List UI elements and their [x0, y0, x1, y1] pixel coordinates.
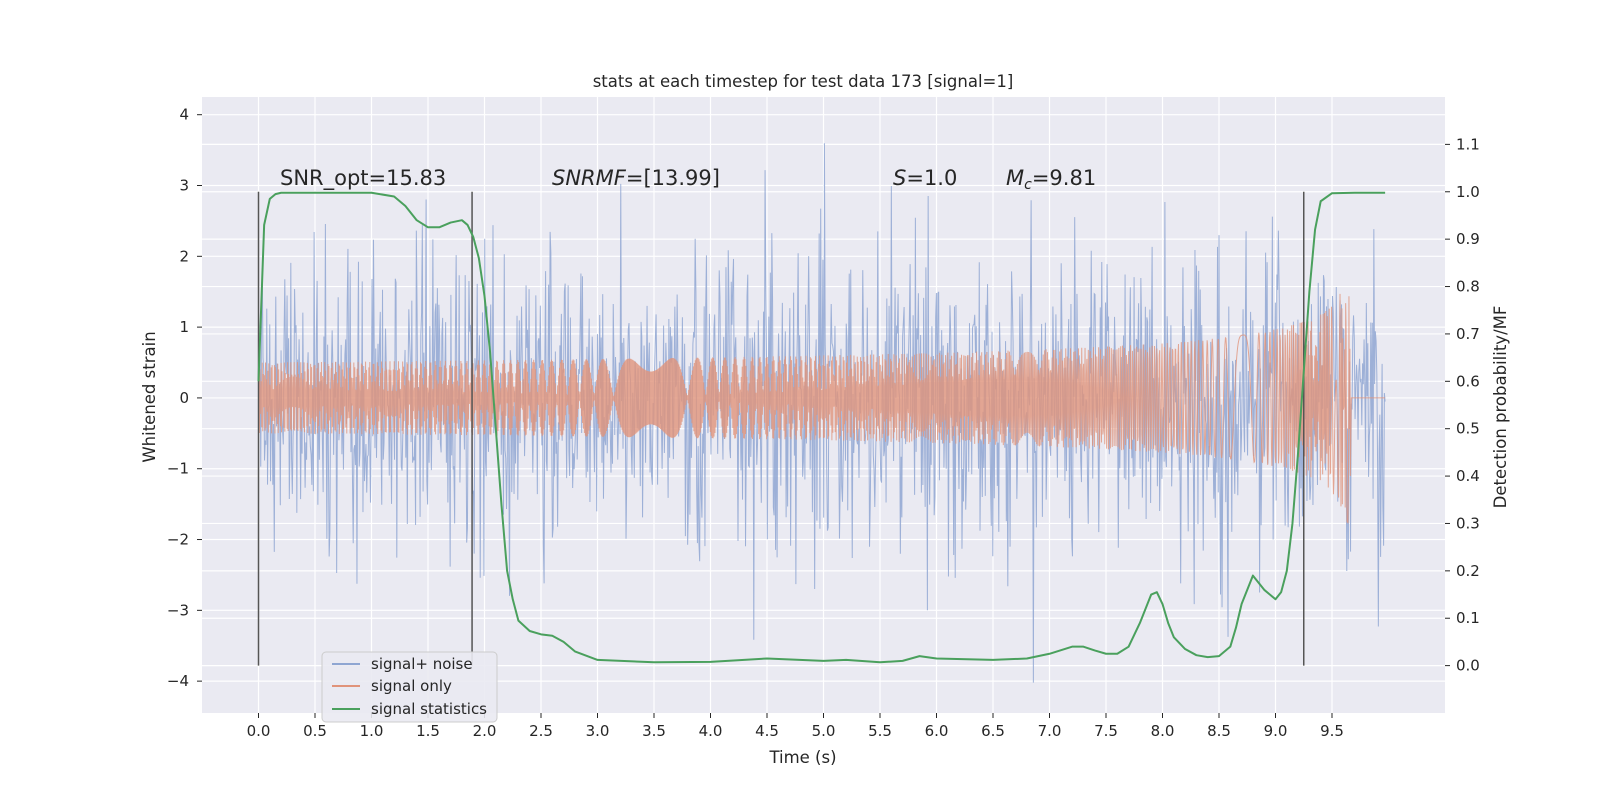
- y2-tick-label: 1.1: [1456, 135, 1480, 153]
- x-tick-label: 1.5: [416, 722, 440, 740]
- y2-tick-label: 0.6: [1456, 372, 1480, 390]
- y-tick-label: −4: [167, 672, 189, 690]
- y-tick-label: 4: [179, 106, 189, 124]
- y2-tick-label: 0.4: [1456, 467, 1480, 485]
- signal-noise-line: [258, 143, 1386, 683]
- y2-tick-label: 0.8: [1456, 278, 1480, 296]
- x-axis-title: Time (s): [768, 748, 836, 767]
- legend: signal+ noise signal only signal statist…: [321, 651, 498, 723]
- y-tick-label: −2: [167, 531, 189, 549]
- annotation-s: S=1.0: [893, 166, 957, 190]
- x-tick-label: 2.0: [473, 722, 497, 740]
- annotation-mc-value: =9.81: [1032, 166, 1096, 190]
- vertical-markers: [257, 191, 1305, 666]
- annotation-mc: Mc=9.81: [1006, 166, 1096, 193]
- legend-box: [321, 651, 498, 723]
- x-tick-label: 5.5: [868, 722, 892, 740]
- axes: 0.0 0.5 1.0 1.5 2.0 2.5 3.0 3.5 4.0 4.5 5.0 5.5 6.0 6…: [167, 106, 1480, 740]
- x-tick-label: 0.0: [247, 722, 271, 740]
- x-tick-label: 9.0: [1264, 722, 1288, 740]
- y2-axis-title: Detection probability/MF: [1491, 306, 1510, 509]
- y2-tick-label: 0.2: [1456, 562, 1480, 580]
- x-tick-label: 0.5: [303, 722, 327, 740]
- signal-only-line: [258, 293, 1386, 524]
- signal-statistics-series: [257, 191, 1386, 664]
- legend-label-signal-noise: signal+ noise: [371, 655, 473, 673]
- annotation-snr-opt: SNR_opt=15.83: [280, 166, 446, 191]
- x-tick-label: 6.0: [925, 722, 949, 740]
- x-tick-label: 4.5: [755, 722, 779, 740]
- signal-only-series: [258, 293, 1386, 524]
- y2-tick-label: 0.3: [1456, 514, 1480, 532]
- y-tick-label: 2: [179, 247, 189, 265]
- x-tick-label: 2.5: [529, 722, 553, 740]
- x-tick-label: 7.0: [1038, 722, 1062, 740]
- y2-tick-label: 1.0: [1456, 183, 1480, 201]
- y-tick-label: −3: [167, 601, 189, 619]
- y2-tick-label: 0.1: [1456, 609, 1480, 627]
- y2-tick-label: 0.9: [1456, 230, 1480, 248]
- y2-tick-label: 0.7: [1456, 325, 1480, 343]
- signal-noise-series: [258, 143, 1386, 683]
- y2-tick-label: 0.5: [1456, 420, 1480, 438]
- y-tick-label: −1: [167, 460, 189, 478]
- chart-title: stats at each timestep for test data 173…: [593, 72, 1014, 91]
- annotation-mc-sub: c: [1024, 177, 1032, 193]
- x-tick-label: 9.5: [1320, 722, 1344, 740]
- x-tick-label: 3.5: [642, 722, 666, 740]
- x-tick-label: 8.5: [1207, 722, 1231, 740]
- annotation-snr-mf-sub: MF: [596, 166, 627, 190]
- y-axis-title: Whitened strain: [140, 331, 159, 462]
- annotation-s-value: =1.0: [906, 166, 957, 190]
- signal-statistics-line: [257, 191, 1386, 664]
- x-tick-label: 5.0: [812, 722, 836, 740]
- x-tick-label: 6.5: [981, 722, 1005, 740]
- legend-label-signal-only: signal only: [371, 677, 452, 695]
- x-tick-label: 7.5: [1094, 722, 1118, 740]
- x-tick-label: 8.0: [1151, 722, 1175, 740]
- x-tick-label: 4.0: [699, 722, 723, 740]
- x-tick-label: 3.0: [586, 722, 610, 740]
- annotation-mc-main: M: [1006, 166, 1024, 190]
- legend-label-signal-statistics: signal statistics: [371, 700, 487, 718]
- annotation-snr-mf-main: SNR: [552, 166, 596, 190]
- annotation-snr-mf: SNRMF=[13.99]: [552, 166, 720, 190]
- x-tick-label: 1.0: [360, 722, 384, 740]
- y-tick-label: 3: [179, 177, 189, 195]
- y2-tick-label: 0.0: [1456, 657, 1480, 675]
- annotation-snr-mf-value: =[13.99]: [626, 166, 720, 190]
- y-tick-label: 0: [179, 389, 189, 407]
- annotation-s-main: S: [893, 166, 906, 190]
- y-tick-label: 1: [179, 318, 189, 336]
